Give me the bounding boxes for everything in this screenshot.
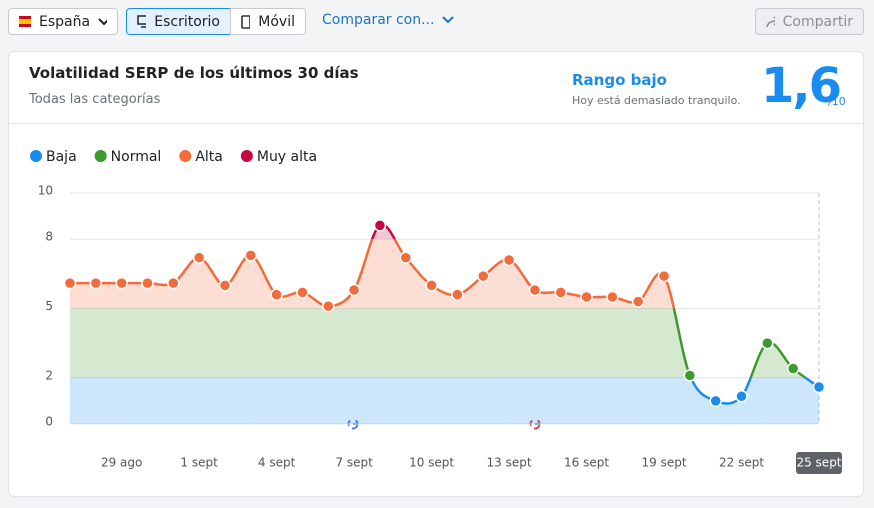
divider xyxy=(9,123,863,124)
point xyxy=(63,276,77,290)
point xyxy=(425,279,438,292)
point xyxy=(786,362,800,375)
point xyxy=(296,286,309,299)
desktop-icon xyxy=(137,15,147,28)
x-tick-label: 29 ago xyxy=(101,456,142,470)
score: 1,6 xyxy=(761,58,842,114)
x-tick-label: 25 sept xyxy=(796,456,841,470)
x-tick-label: 10 sept xyxy=(409,456,454,470)
point xyxy=(399,251,413,264)
x-tick-label: 7 sept xyxy=(335,456,373,470)
point xyxy=(812,380,826,394)
point xyxy=(373,219,387,232)
share-label: Compartir xyxy=(782,13,853,30)
x-tick-label: 19 sept xyxy=(642,456,687,470)
range-note: Hoy está demasiado tranquilo. xyxy=(572,94,741,107)
point xyxy=(244,249,258,262)
x-tick-label: 13 sept xyxy=(487,456,532,470)
range-label: Rango bajo xyxy=(572,71,667,89)
legend-marker xyxy=(240,150,253,162)
x-tick-label: 22 sept xyxy=(719,456,764,470)
desktop-label: Escritorio xyxy=(154,13,220,30)
y-tick-label: 8 xyxy=(45,230,53,244)
card-subtitle: Todas las categorías xyxy=(29,92,161,107)
card-title: Volatilidad SERP de los últimos 30 días xyxy=(29,64,359,82)
legend-label: Baja xyxy=(46,149,77,165)
point xyxy=(476,269,490,283)
point xyxy=(192,251,206,264)
point xyxy=(606,290,619,304)
legend-label: Alta xyxy=(195,149,223,165)
point xyxy=(89,276,103,290)
mobile-label: Móvil xyxy=(258,13,295,30)
mobile-icon xyxy=(241,14,251,29)
compare-label: Comparar con... xyxy=(322,12,435,28)
point xyxy=(167,276,180,290)
legend-marker xyxy=(94,150,107,162)
score-max: /10 xyxy=(828,95,846,108)
legend-label: Normal xyxy=(111,149,162,165)
share-icon xyxy=(766,15,775,27)
point xyxy=(141,276,154,290)
point xyxy=(322,299,335,313)
point xyxy=(115,276,128,290)
y-tick-label: 0 xyxy=(45,415,53,429)
x-label-highlight xyxy=(796,452,842,474)
y-tick-label: 5 xyxy=(45,299,53,313)
share-button[interactable]: Compartir xyxy=(755,8,864,35)
x-tick-label: 16 sept xyxy=(564,456,609,470)
mobile-button[interactable]: Móvil xyxy=(230,8,306,35)
point xyxy=(735,390,748,403)
legend-marker xyxy=(30,150,42,162)
point xyxy=(270,288,283,301)
chevron-icon xyxy=(442,16,455,24)
x-tick-label: 1 sept xyxy=(180,456,218,470)
y-tick-label: 2 xyxy=(45,368,53,382)
area xyxy=(70,224,819,424)
point xyxy=(683,369,697,382)
point xyxy=(451,288,464,301)
country-select[interactable]: España xyxy=(8,8,118,35)
point xyxy=(709,394,722,408)
country-label: España xyxy=(38,13,91,30)
x-tick-label: 4 sept xyxy=(258,456,296,470)
point xyxy=(554,286,567,299)
flag-icon xyxy=(19,16,31,27)
point xyxy=(580,290,593,304)
desktop-button[interactable]: Escritorio xyxy=(126,8,231,35)
point xyxy=(528,283,542,297)
point xyxy=(347,283,361,297)
point xyxy=(502,253,516,267)
y-tick-label: 10 xyxy=(38,184,53,198)
point xyxy=(631,295,645,308)
legend-label: Muy alta xyxy=(257,149,317,165)
legend-marker xyxy=(179,150,192,162)
chevron-icon xyxy=(98,17,107,25)
compare-link[interactable]: Comparar con... xyxy=(322,12,455,28)
point xyxy=(218,279,232,292)
point xyxy=(657,269,671,283)
point xyxy=(761,336,774,350)
